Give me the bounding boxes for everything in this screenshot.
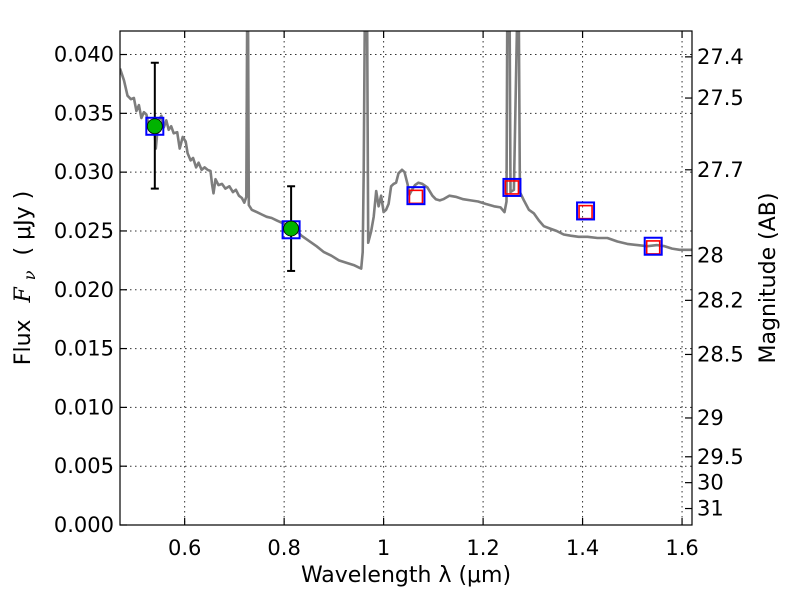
y-axis-title-left: Flux F ν ( μJy ) xyxy=(11,191,41,365)
x-axis-title: Wavelength λ (μm) xyxy=(301,563,511,588)
x-tick-label: 1.2 xyxy=(466,536,499,560)
y-tick-label: 0.015 xyxy=(54,337,114,361)
x-tick-label: 1 xyxy=(377,536,390,560)
model-photometry-box xyxy=(406,186,426,206)
model-photometry-box xyxy=(643,236,663,256)
right-tick-label: 27.7 xyxy=(697,158,744,182)
x-tick-label: 1.6 xyxy=(665,536,698,560)
right-tick-label: 31 xyxy=(697,497,724,521)
y-axis-title-subscript: ν xyxy=(20,270,39,280)
right-tick-label: 28.2 xyxy=(697,288,744,312)
x-tick-label: 0.8 xyxy=(267,536,300,560)
right-tick-label: 30 xyxy=(697,471,724,495)
y-axis-title-symbol: F xyxy=(11,286,36,303)
axis-ticks xyxy=(120,31,692,526)
plot-area xyxy=(120,31,692,270)
y-tick-label: 0.030 xyxy=(54,160,114,184)
right-tick-label: 29.5 xyxy=(697,445,744,469)
right-tick-label: 28 xyxy=(697,244,724,268)
plot-frame xyxy=(119,30,693,526)
model-spectrum-line xyxy=(120,31,692,270)
y-tick-label: 0.025 xyxy=(54,219,114,243)
model-photometry-box xyxy=(502,177,522,197)
y-tick-label: 0.035 xyxy=(54,101,114,125)
y-tick-label: 0.010 xyxy=(54,395,114,419)
right-tick-label: 27.5 xyxy=(697,86,744,110)
upper-limit-marker xyxy=(504,180,520,195)
detection-point xyxy=(283,220,300,237)
photometry-markers xyxy=(145,61,663,272)
model-photometry-box xyxy=(145,116,165,136)
right-tick-label: 29 xyxy=(697,406,724,430)
x-tick-label: 1.4 xyxy=(566,536,599,560)
y-tick-label: 0.005 xyxy=(54,454,114,478)
y-tick-label: 0.020 xyxy=(54,278,114,302)
y-tick-label: 0.000 xyxy=(54,513,114,537)
x-tick-label: 0.6 xyxy=(168,536,201,560)
right-tick-label: 28.5 xyxy=(697,342,744,366)
tick-labels: 0.6 0.8 1 1.2 1.4 1.6 0.000 0.005 0.010 0.015 0.02… xyxy=(54,43,744,560)
right-tick-label: 27.4 xyxy=(697,45,744,69)
detection-point xyxy=(146,118,163,135)
model-photometry-box xyxy=(576,201,596,221)
y-tick-label: 0.040 xyxy=(54,43,114,67)
y-axis-title-prefix: Flux xyxy=(11,319,36,365)
y-axis-title-unit: ( μJy ) xyxy=(11,191,36,256)
y-axis-title-right: Magnitude (AB) xyxy=(756,193,781,364)
